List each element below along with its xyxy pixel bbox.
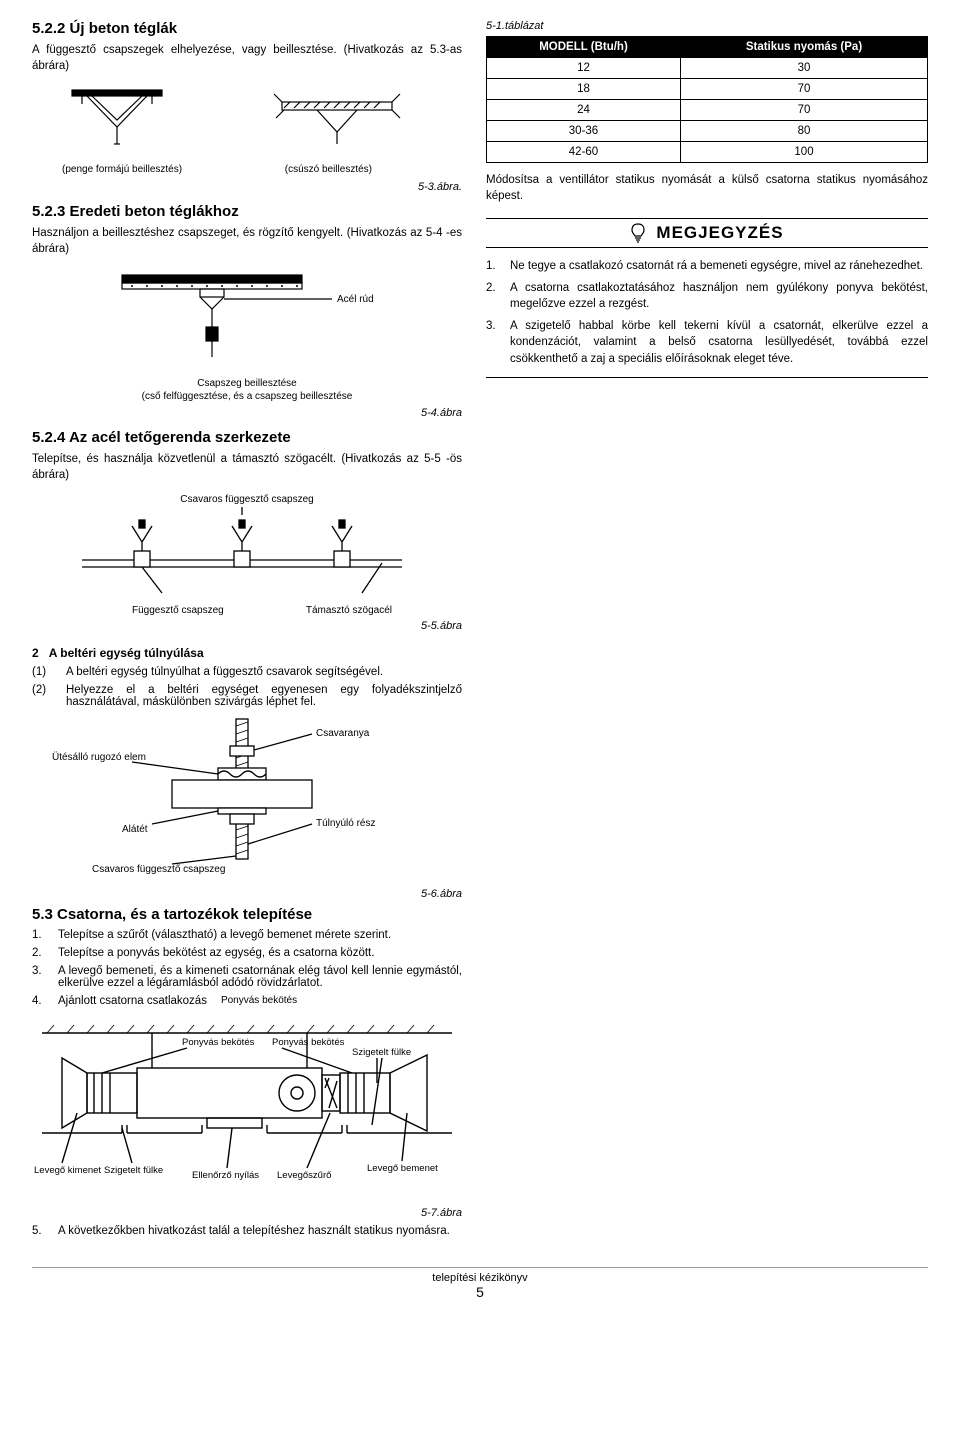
note-text-1: Ne tegye a csatlakozó csatornát rá a bem… [510,258,923,274]
li-num: 2. [32,947,48,959]
note-text-3: A szigetelő habbal körbe kell tekerni kí… [510,318,928,366]
figure-5-3 [32,82,462,162]
fig-label-53: 5-3.ábra. [32,181,462,193]
label-bolt-insert: Csapszeg beillesztése [32,377,462,390]
fig-label-55: 5-5.ábra [32,620,462,632]
para-524: Telepítse, és használja közvetlenül a tá… [32,452,462,483]
table-row: 1230 [487,58,928,79]
ov-num-1: (1) [32,666,58,678]
note-num: 3. [486,318,504,366]
label-canvas-2: Ponyvás bekötés [182,1037,255,1048]
figure-5-7: Ponyvás bekötés Ponyvás bekötés Szigetel… [32,1013,462,1203]
th-pressure: Statikus nyomás (Pa) [681,37,928,58]
heading-522: 5.2.2 Új beton téglák [32,20,462,37]
heading-524: 5.2.4 Az acél tetőgerenda szerkezete [32,429,462,446]
heading-53: 5.3 Csatorna, és a tartozékok telepítése [32,906,462,923]
figure-5-4: Acél rúd [32,265,462,375]
caption-blade: (penge formájú beillesztés) [62,164,182,175]
li-num: 5. [32,1225,48,1237]
label-hanger-bolt: Függesztő csapszeg [132,605,224,616]
label-insulated-booth-r: Szigetelt fülke [352,1047,411,1058]
label-air-inlet: Levegő bemenet [367,1163,438,1174]
label-support-angle: Támasztó szögacél [306,605,392,616]
para-523: Használjon a beillesztéshez csapszeget, … [32,226,462,257]
label-air-filter: Levegőszűrő [277,1170,331,1181]
label-canvas-inline: Ponyvás bekötés [221,995,297,1007]
section-2-title: A beltéri egység túlnyúlása [49,646,204,660]
label-air-outlet: Levegő kimenet [34,1165,101,1176]
label-pipe-suspend: (cső felfüggesztése, és a csapszeg beill… [32,390,462,403]
ov-num-2: (2) [32,684,58,708]
label-steel-rod: Acél rúd [337,294,374,305]
li-5: A következőkben hivatkozást talál a tele… [58,1225,450,1237]
caption-slide: (csúszó beillesztés) [285,164,372,175]
li-2: Telepítse a ponyvás bekötést az egység, … [58,947,374,959]
static-pressure-table: MODELL (Btu/h) Statikus nyomás (Pa) 1230… [486,36,928,163]
table-row: 42-60100 [487,142,928,163]
page-number: 5 [32,1284,928,1300]
label-inspect-opening: Ellenőrző nyílás [192,1170,259,1181]
li-num: 1. [32,929,48,941]
table-row: 30-3680 [487,121,928,142]
label-protrude: Túlnyúló rész [316,818,375,829]
table-row: 2470 [487,100,928,121]
label-insulated-booth-l: Szigetelt fülke [104,1165,163,1176]
li-num: 4. [32,995,48,1007]
fig-label-54: 5-4.ábra [32,407,462,419]
label-shock: Ütésálló rugozó elem [52,751,146,763]
li-3: A levegő bemeneti, és a kimeneti csatorn… [58,965,462,989]
th-model: MODELL (Btu/h) [487,37,681,58]
table-caption-51: 5-1.táblázat [486,20,928,32]
li-num: 3. [32,965,48,989]
overhang-1: A beltéri egység túlnyúlhat a függesztő … [66,666,383,678]
label-screw-bolt: Csavaros függesztő csapszeg [180,494,313,505]
fig-label-56: 5-6.ábra [32,888,462,900]
label-screw-bolt-2: Csavaros függesztő csapszeg [92,864,225,875]
note-num: 2. [486,280,504,312]
note-num: 1. [486,258,504,274]
figure-5-6: Ütésálló rugozó elem Csavaranya Alátét T… [32,714,462,884]
fig-label-57: 5-7.ábra [32,1207,462,1219]
para-522: A függesztő csapszegek elhelyezése, vagy… [32,43,462,74]
note-heading-text: MEGJEGYZÉS [656,223,783,243]
li-1: Telepítse a szűrőt (választható) a leveg… [58,929,391,941]
para-modify-fan: Módosítsa a ventillátor statikus nyomásá… [486,173,928,204]
label-nut: Csavaranya [316,728,370,739]
horizontal-rule [486,377,928,378]
figure-5-5: Csavaros függesztő csapszeg [32,491,462,616]
label-washer: Alátét [122,824,148,835]
note-text-2: A csatorna csatlakoztatásához használjon… [510,280,928,312]
heading-523: 5.2.3 Eredeti beton téglákhoz [32,203,462,220]
label-canvas-3: Ponyvás bekötés [272,1037,345,1048]
footer-text: telepítési kézikönyv [32,1267,928,1284]
table-row: 1870 [487,79,928,100]
note-heading: MEGJEGYZÉS [486,218,928,248]
overhang-2: Helyezze el a beltéri egységet egyenesen… [66,684,462,708]
section-2-num: 2 [32,646,39,660]
li-4: Ajánlott csatorna csatlakozás [58,995,207,1007]
